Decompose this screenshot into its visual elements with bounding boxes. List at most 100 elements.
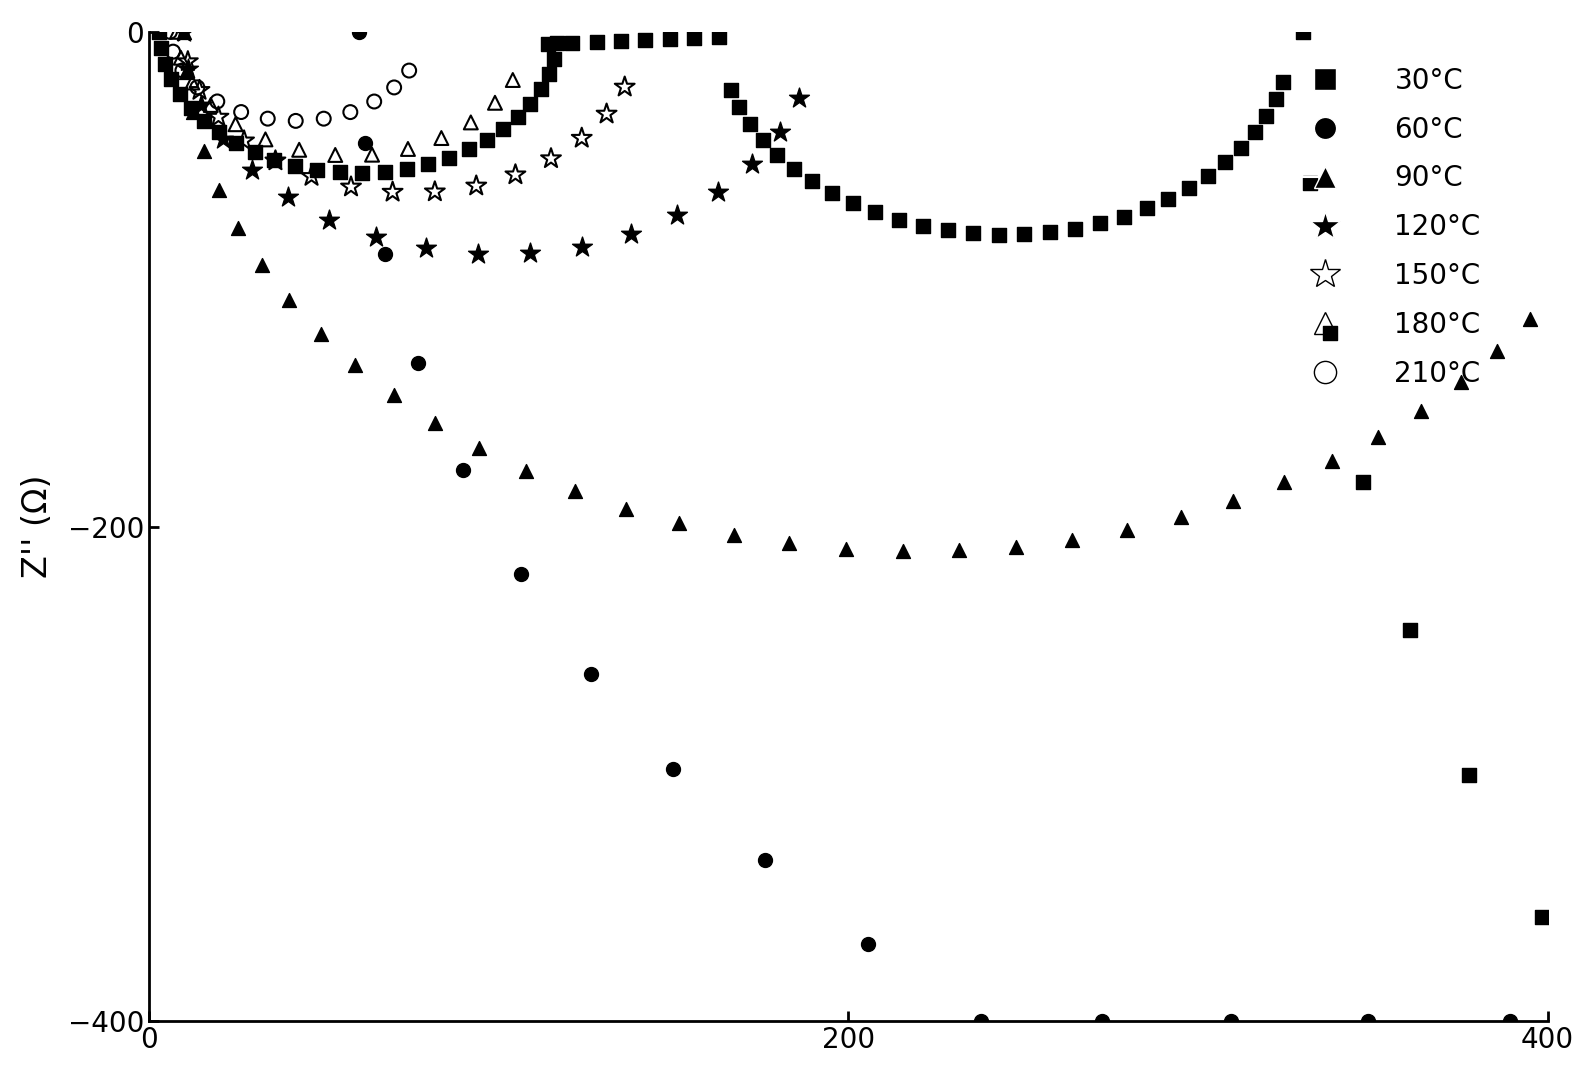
Point	[1263, 90, 1289, 108]
Point	[1220, 492, 1246, 510]
Point	[608, 32, 633, 49]
Point	[1351, 474, 1376, 491]
Point	[664, 206, 689, 224]
Point	[255, 110, 281, 127]
Point	[466, 440, 491, 457]
Point	[737, 115, 762, 132]
Point	[612, 78, 638, 96]
Point	[1356, 1013, 1381, 1030]
Y-axis label: Z'' (Ω): Z'' (Ω)	[21, 475, 54, 578]
Point	[327, 163, 352, 181]
Point	[305, 161, 330, 178]
Point	[534, 35, 560, 53]
Point	[782, 160, 807, 177]
Point	[362, 92, 388, 110]
Point	[947, 542, 973, 559]
Point	[161, 43, 187, 60]
Point	[536, 66, 561, 83]
Point	[191, 143, 217, 160]
Point	[885, 212, 911, 229]
Point	[249, 256, 274, 273]
Point	[187, 82, 212, 99]
Point	[707, 28, 732, 45]
Point	[416, 156, 442, 173]
Point	[346, 24, 372, 41]
Point	[1176, 180, 1201, 197]
Point	[1037, 224, 1062, 241]
Point	[223, 134, 249, 152]
Point	[1456, 766, 1482, 784]
Point	[397, 62, 423, 80]
Point	[239, 161, 265, 178]
Point	[935, 221, 960, 239]
Point	[423, 414, 448, 431]
Point	[276, 291, 301, 309]
Point	[316, 211, 341, 228]
Point	[167, 85, 193, 102]
Point	[206, 182, 231, 199]
Point	[1365, 429, 1391, 446]
Point	[242, 143, 268, 160]
Point	[456, 141, 482, 158]
Point	[750, 131, 775, 148]
Point	[152, 55, 177, 72]
Point	[352, 134, 378, 152]
Point	[499, 71, 525, 88]
Point	[890, 543, 916, 560]
Point	[206, 124, 231, 141]
Point	[1003, 539, 1029, 556]
Point	[1212, 154, 1238, 171]
Point	[633, 31, 659, 48]
Point	[458, 114, 483, 131]
Point	[490, 120, 515, 138]
Point	[767, 124, 793, 141]
Point	[542, 51, 568, 68]
Point	[394, 160, 419, 177]
Point	[191, 112, 217, 129]
Point	[968, 1013, 994, 1030]
Point	[148, 39, 174, 56]
Point	[167, 49, 193, 67]
Point	[311, 110, 337, 127]
Point	[282, 112, 308, 129]
Point	[619, 225, 644, 242]
Point	[381, 78, 407, 96]
Point	[911, 217, 936, 234]
Point	[727, 99, 753, 116]
Point	[777, 534, 802, 551]
Point	[1228, 139, 1254, 156]
Point	[740, 155, 766, 172]
Point	[349, 164, 375, 182]
Point	[563, 483, 589, 500]
Point	[1062, 220, 1088, 238]
Point	[372, 245, 397, 262]
Point	[174, 63, 199, 81]
Point	[1088, 215, 1113, 232]
Point	[223, 116, 249, 133]
Point	[298, 168, 324, 185]
Point	[413, 240, 439, 257]
Point	[560, 34, 585, 52]
Point	[502, 167, 528, 184]
Point	[405, 355, 431, 372]
Point	[228, 103, 254, 120]
Point	[544, 34, 569, 52]
Point	[322, 146, 348, 163]
Point	[164, 24, 190, 41]
Point	[855, 936, 880, 954]
Point	[569, 238, 595, 255]
Point	[660, 761, 686, 778]
Point	[225, 219, 250, 236]
Point	[721, 526, 746, 543]
Point	[147, 24, 172, 41]
Point	[450, 461, 475, 478]
Point	[206, 109, 231, 126]
Point	[396, 141, 421, 158]
Point	[287, 141, 313, 158]
Point	[338, 178, 364, 196]
Point	[171, 24, 196, 41]
Point	[175, 60, 201, 77]
Point	[718, 82, 743, 99]
Point	[179, 99, 204, 116]
Point	[986, 226, 1011, 243]
